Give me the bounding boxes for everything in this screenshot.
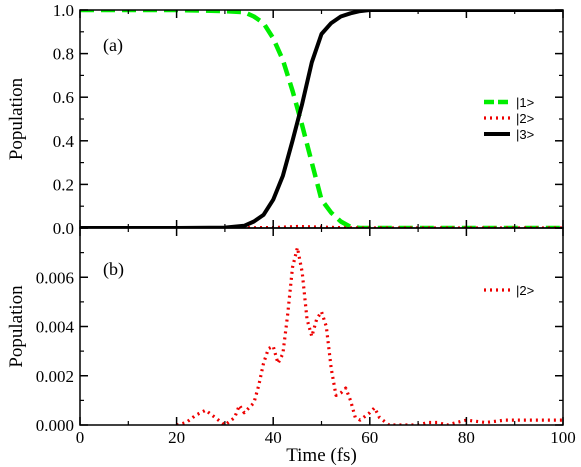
x-tick-label: 100 (550, 428, 576, 447)
panel-a-chart: 0.0 0.2 0.4 0.6 0.8 1.0 Population (a) |1>|2>|3> (6, 1, 564, 238)
series-line-3 (80, 10, 563, 228)
y-tick-label: 0.4 (53, 132, 75, 151)
y-tick-label: 0.6 (53, 88, 74, 107)
y-tick-label: 0.004 (36, 318, 75, 337)
legend-label: |2> (516, 283, 534, 298)
y-tick-label: 0.002 (36, 367, 74, 386)
y-tick-label: 0.8 (53, 45, 74, 64)
y-tick-label: 0.2 (53, 175, 74, 194)
y-tick-label: 1.0 (53, 1, 74, 20)
series-line-1 (176, 246, 563, 425)
y-axis-title: Population (6, 285, 27, 368)
legend-label: |3> (516, 127, 534, 142)
legend: |2> (484, 283, 534, 298)
panel-b-chart: 0 20 40 60 80 100 0.000 0.002 0.004 0.006 Populati… (6, 227, 576, 466)
x-tick-label: 40 (265, 428, 282, 447)
legend: |1>|2>|3> (484, 95, 534, 142)
legend-label: |2> (516, 111, 534, 126)
x-tick-label: 20 (168, 428, 185, 447)
x-tick-label: 80 (458, 428, 475, 447)
y-tick-label: 0.006 (36, 268, 74, 287)
panel-label: (a) (103, 35, 123, 56)
plot-frame (79, 227, 564, 426)
panel-label: (b) (103, 259, 124, 280)
y-tick-label: 0.0 (53, 219, 74, 238)
series-line-2 (80, 224, 563, 228)
y-axis-title: Population (6, 77, 27, 160)
y-tick-label: 0.000 (36, 416, 74, 435)
x-tick-label: 0 (76, 428, 85, 447)
x-axis-title: Time (fs) (286, 445, 357, 466)
x-tick-label: 60 (361, 428, 378, 447)
legend-label: |1> (516, 95, 534, 110)
